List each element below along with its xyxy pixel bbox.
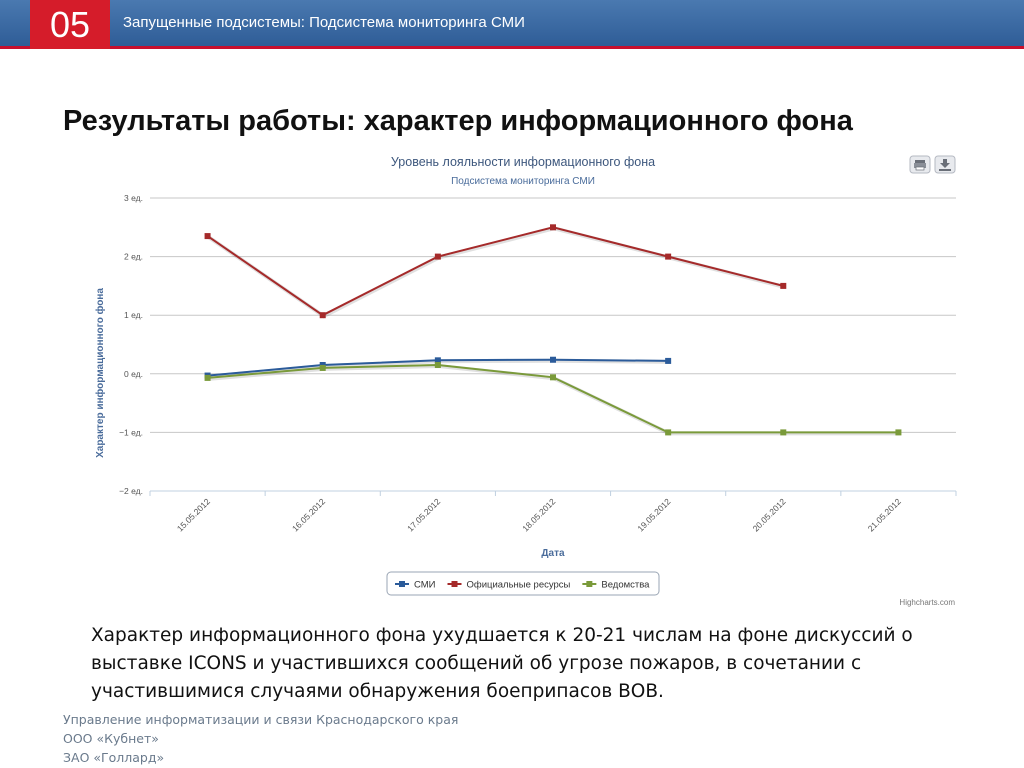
data-point [204,374,211,381]
y-tick-label: 2 ед. [124,252,143,262]
header-bar [0,0,1024,46]
y-tick-label: 3 ед. [124,193,143,203]
data-point [550,356,556,363]
y-tick-label: −1 ед. [119,427,143,437]
y-tick-label: 1 ед. [124,310,143,320]
legend-item: Официальные ресурсы [467,580,571,591]
data-point [780,429,787,436]
x-tick-label: 20.05.2012 [751,496,788,533]
data-point [780,282,787,289]
y-tick-label: 0 ед. [124,369,143,379]
data-point [550,224,556,231]
chart-credits[interactable]: Highcharts.com [899,598,955,607]
print-icon [914,160,926,171]
legend-item: СМИ [414,580,436,591]
x-tick-label: 16.05.2012 [290,496,327,533]
data-point [665,253,672,260]
chart-legend: СМИ Официальные ресурсы Ведомства [386,571,660,596]
data-point [434,357,441,364]
y-axis-labels: 3 ед. 2 ед. 1 ед. 0 ед. −1 ед. −2 ед. [119,193,143,496]
data-point [204,233,211,240]
x-tick-label: 21.05.2012 [866,496,903,533]
x-axis-labels: 15.05.2012 16.05.2012 17.05.2012 18.05.2012… [175,496,903,533]
body-text: Характер информационного фона ухудшается… [91,625,913,702]
x-tick-label: 15.05.2012 [175,496,212,533]
footer: Управление информатизации и связи Красно… [63,710,458,767]
download-button[interactable] [934,155,956,174]
x-axis [149,490,957,496]
chart-title: Уровень лояльности информационного фона [391,155,655,169]
y-tick-label: −2 ед. [119,486,143,496]
data-point [319,312,326,319]
x-tick-label: 18.05.2012 [520,496,557,533]
x-tick-label: 19.05.2012 [635,496,672,533]
header-underline [0,46,1024,49]
data-point [550,374,556,381]
section-title: Запущенные подсистемы: Подсистема монито… [123,14,525,31]
series-layer [204,224,902,436]
chart-grid [150,197,956,492]
data-point [895,429,902,436]
footer-line: ЗАО «Голлард» [63,750,165,765]
y-axis-title: Характер информационного фона [94,288,106,458]
data-point [434,362,441,369]
chart-subtitle: Подсистема мониторинга СМИ [451,176,595,187]
data-point [319,364,326,371]
data-point [434,253,441,260]
data-point [665,429,672,436]
legend-item: Ведомства [601,580,650,591]
page-title: Результаты работы: характер информационн… [63,105,853,137]
series-line [207,226,784,317]
slide-number: 05 [30,0,110,49]
data-point [665,357,672,364]
download-icon [939,159,951,171]
legend-marker [399,581,405,587]
legend-marker [451,581,458,587]
print-button[interactable] [909,155,931,174]
footer-line: Управление информатизации и связи Красно… [63,712,459,727]
chart: Уровень лояльности информационного фона … [94,155,957,607]
legend-marker [586,581,593,587]
footer-line: ООО «Кубнет» [63,731,159,746]
x-axis-title: Дата [541,548,565,559]
x-tick-label: 17.05.2012 [405,496,442,533]
